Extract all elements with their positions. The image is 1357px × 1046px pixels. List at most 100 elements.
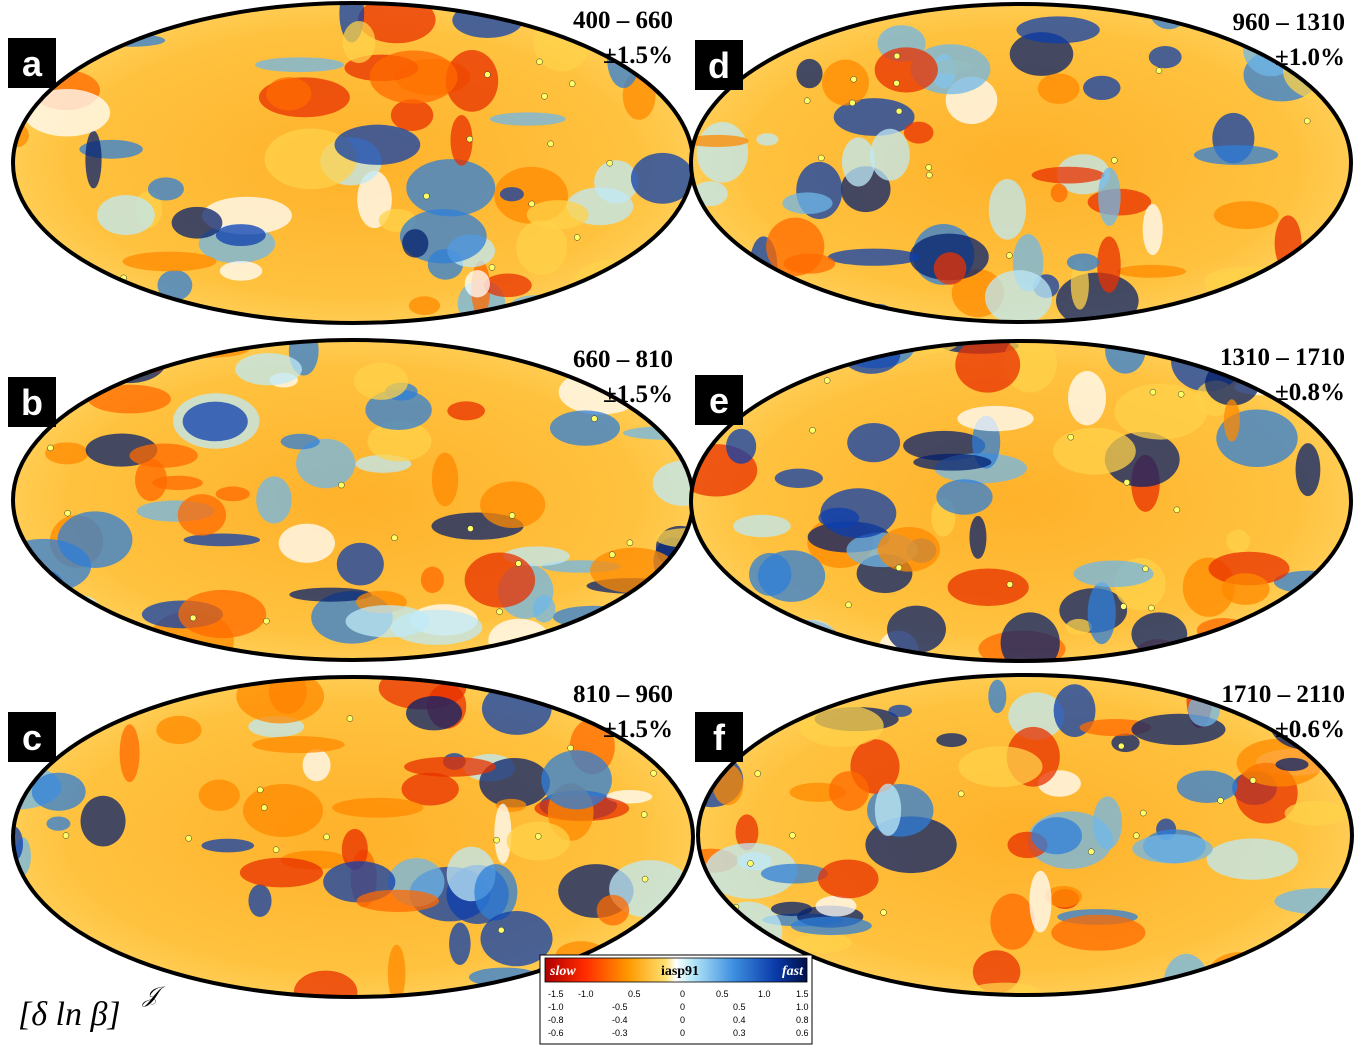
anomaly [1177, 771, 1238, 804]
anomaly [743, 21, 762, 61]
anomaly [130, 444, 198, 468]
anomaly [989, 179, 1026, 240]
station [1178, 391, 1184, 397]
anomaly [600, 264, 670, 324]
anomaly [755, 714, 783, 735]
anomaly [402, 773, 459, 806]
station [1304, 118, 1310, 124]
anomaly [1149, 46, 1182, 68]
panel-letter: e [709, 380, 729, 421]
station [489, 264, 495, 270]
anomaly [936, 733, 967, 747]
station [1218, 797, 1224, 803]
anomaly [711, 670, 755, 690]
station [423, 193, 429, 199]
anomaly [220, 261, 263, 281]
anomaly [406, 159, 495, 216]
station [591, 416, 597, 422]
anomaly [44, 274, 124, 318]
station [548, 141, 554, 147]
depth-range: 1710 – 2110 [1221, 681, 1345, 708]
station [1156, 68, 1162, 74]
station [789, 832, 795, 838]
anomaly [303, 749, 331, 781]
anomaly [402, 229, 428, 258]
station [846, 602, 852, 608]
station [574, 234, 580, 240]
anomaly [791, 917, 872, 936]
anomaly [248, 884, 271, 917]
anomaly [1226, 530, 1250, 553]
anomaly [650, 293, 717, 349]
colorbar-value: 0.3 [733, 1028, 746, 1038]
station [257, 787, 263, 793]
anomaly [152, 476, 203, 490]
anomaly [749, 553, 791, 596]
anomaly [1164, 954, 1209, 1012]
anomaly [1335, 303, 1357, 337]
anomaly [88, 385, 171, 414]
anomaly [332, 798, 423, 818]
anomaly [494, 804, 511, 864]
anomaly [0, 660, 53, 720]
anomaly [235, 353, 302, 385]
anomaly [484, 273, 532, 297]
anomaly [649, 292, 726, 325]
colorbar-value: -1.0 [548, 1002, 564, 1012]
colorbar-value: -0.4 [612, 1015, 628, 1025]
anomaly [936, 479, 992, 514]
anomaly [121, 330, 175, 370]
slow-label: slow [549, 964, 576, 979]
anomaly [243, 784, 323, 837]
station [467, 526, 473, 532]
anomaly [888, 705, 912, 717]
station [1068, 434, 1074, 440]
anomaly [90, 330, 106, 384]
anomaly [480, 481, 545, 528]
anomaly [829, 771, 869, 811]
anomaly [1098, 168, 1121, 226]
anomaly [62, 595, 100, 622]
anomaly [571, 259, 658, 316]
anomaly [43, 664, 121, 704]
station [641, 812, 647, 818]
reference-label: iasp91 [661, 964, 699, 979]
anomaly [1088, 582, 1116, 644]
amplitude: ±1.5% [603, 42, 673, 69]
station [497, 609, 503, 615]
anomaly [449, 923, 471, 966]
anomaly [184, 533, 260, 546]
colorbar-value: 0.5 [716, 989, 729, 999]
anomaly [1192, 297, 1257, 339]
anomaly [421, 567, 444, 593]
anomaly [597, 895, 630, 926]
station [651, 770, 657, 776]
station [1150, 389, 1156, 395]
anomaly [172, 207, 223, 239]
station [190, 615, 196, 621]
station [1140, 810, 1146, 816]
anomaly [969, 516, 986, 559]
station [467, 136, 473, 142]
anomaly [178, 494, 226, 536]
anomaly [335, 125, 421, 165]
station [391, 535, 397, 541]
colorbar-value: 0 [680, 1028, 685, 1038]
panel-letter: c [22, 717, 42, 758]
anomaly [134, 673, 167, 687]
station [1148, 605, 1154, 611]
anomaly [726, 429, 756, 464]
anomaly [255, 57, 344, 72]
anomaly [240, 858, 323, 888]
anomaly [820, 488, 896, 538]
anomaly [1053, 428, 1136, 475]
anomaly [391, 99, 433, 131]
anomaly [256, 476, 292, 523]
colorbar-value: -0.5 [612, 1002, 628, 1012]
anomaly [0, 586, 62, 647]
anomaly [432, 453, 458, 507]
station [896, 565, 902, 571]
anomaly [24, 89, 111, 136]
anomaly [1038, 73, 1080, 103]
anomaly [201, 839, 254, 853]
